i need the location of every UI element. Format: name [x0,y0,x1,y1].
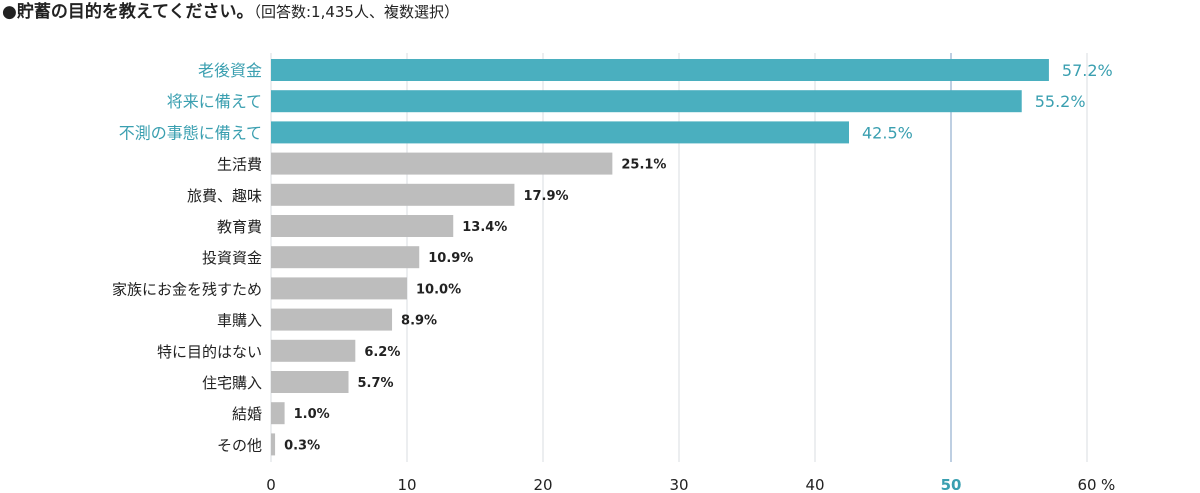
chart-title: ●貯蓄の目的を教えてください。（回答数:1,435人、複数選択） [2,0,459,24]
value-label: 10.0% [416,282,461,297]
x-axis-ticks: 0 10 20 30 40 50 60% [266,476,1115,493]
category-label: 旅費、趣味 [187,187,262,205]
x-axis-unit: % [1101,476,1115,493]
value-label: 25.1% [621,158,666,173]
x-tick-label: 20 [533,476,552,493]
value-label: 5.7% [358,376,394,391]
bar [271,433,276,456]
category-label: 住宅購入 [202,374,262,392]
value-label: 57.2% [1062,61,1113,80]
bar [271,246,420,269]
x-tick-label: 30 [669,476,688,493]
category-label: 不測の事態に備えて [119,123,262,142]
category-label: 教育費 [217,218,262,236]
value-label: 6.2% [364,345,400,360]
value-labels: 57.2% 55.2% 42.5% 25.1% 17.9% 13.4% 10.9% 10.0%… [284,61,1113,453]
bar [271,277,407,300]
bar [271,215,454,237]
bar [271,339,356,362]
category-label: 老後資金 [198,61,262,80]
bar [271,90,1022,113]
title-text: ●貯蓄の目的を教えてください。 [2,2,254,22]
category-label: 特に目的はない [157,343,262,361]
category-label: 生活費 [217,156,262,174]
x-tick-label: 0 [266,476,276,493]
category-label: その他 [217,436,262,454]
bar [271,371,349,393]
value-label: 8.9% [401,314,437,329]
bar [271,59,1049,81]
category-label: 投資資金 [202,249,262,267]
category-label: 家族にお金を残すため [112,280,262,298]
bar [271,121,849,144]
category-label: 将来に備えて [167,92,262,111]
category-label: 車購入 [217,312,262,330]
value-label: 55.2% [1035,92,1086,111]
grid-lines [270,53,1088,462]
value-label: 1.0% [294,407,330,422]
category-labels: 老後資金将来に備えて不測の事態に備えて生活費旅費、趣味教育費投資資金家族にお金を… [112,61,262,454]
value-label: 10.9% [428,251,473,266]
value-label: 0.3% [284,438,320,453]
value-label: 13.4% [462,220,507,235]
category-label: 結婚 [232,405,262,423]
bar [271,152,613,175]
x-tick-label: 10 [397,476,416,493]
bar [271,183,515,206]
bar [271,308,393,331]
x-tick-label: 50 [941,476,962,493]
x-tick-label: 40 [805,476,824,493]
value-label: 42.5% [862,123,913,142]
x-tick-label: 60 [1077,476,1096,493]
bars [271,59,1049,456]
bar [271,402,285,425]
value-label: 17.9% [523,189,568,204]
subtitle-text: （回答数:1,435人、複数選択） [253,3,459,21]
